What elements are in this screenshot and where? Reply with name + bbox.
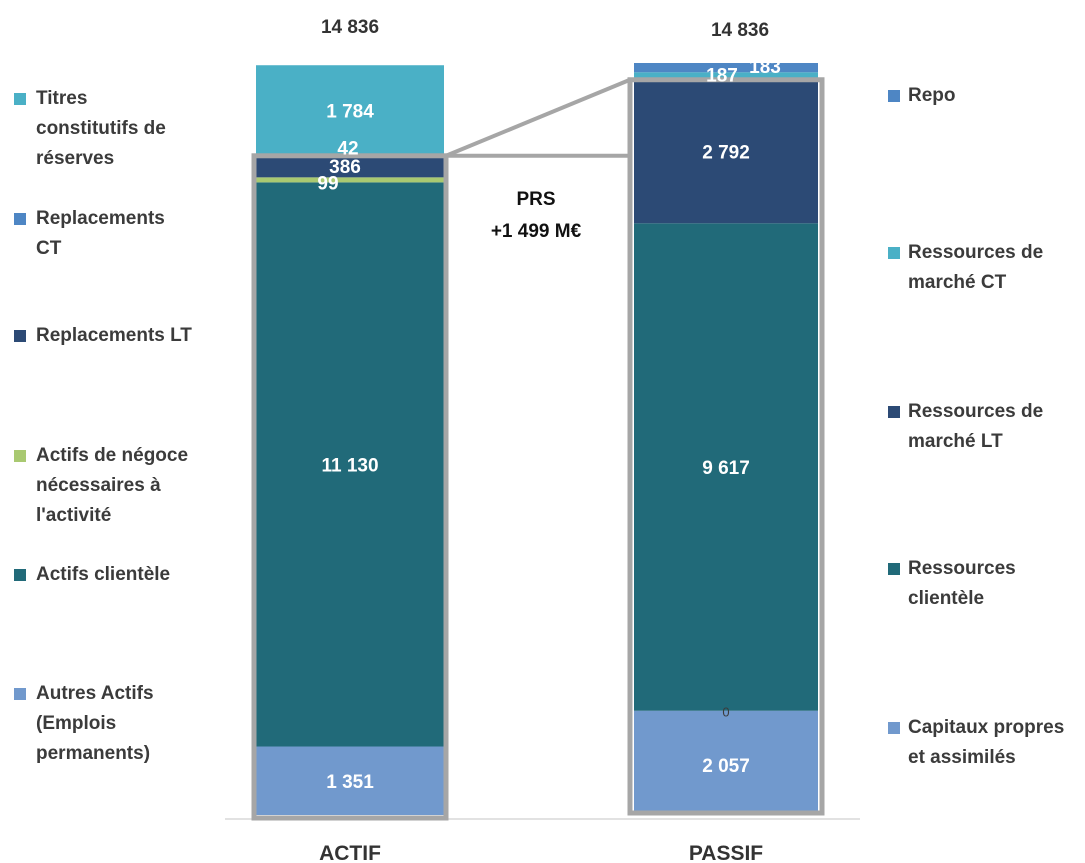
legend-label: Repo — [908, 85, 956, 106]
legend-swatch — [888, 247, 900, 259]
value-label-passif-5: 183 — [749, 57, 781, 78]
annotation-prs: PRS — [516, 189, 555, 210]
legend-swatch — [14, 213, 26, 225]
legend-right-5: Capitaux propres et assimilés — [888, 713, 1064, 773]
total-label-actif: 14 836 — [321, 17, 379, 38]
value-label-actif-2: 99 — [317, 173, 338, 194]
legend-label: Actifs de négoce nécessaires à l'activit… — [36, 445, 189, 526]
legend-swatch — [14, 688, 26, 700]
legend-swatch — [14, 330, 26, 342]
bar-segment-passif-0 — [634, 710, 818, 815]
bar-segment-actif-1 — [256, 182, 444, 747]
legend-right-2: Ressources de marché CT — [888, 238, 1043, 298]
total-label-passif: 14 836 — [711, 20, 769, 41]
legend-left-2: Replacements CT — [14, 204, 165, 264]
legend-right-1: Repo — [888, 81, 956, 111]
value-label-passif-2: 9 617 — [702, 458, 750, 479]
legend-label: Autres Actifs (Emplois permanents) — [36, 683, 154, 764]
bar-segment-passif-4 — [634, 72, 818, 82]
legend-left-4: Actifs de négoce nécessaires à l'activit… — [14, 441, 188, 531]
legend-swatch — [888, 90, 900, 102]
legend-swatch — [888, 563, 900, 575]
legend-label: Replacements LT — [36, 325, 192, 346]
connector-top — [445, 77, 631, 158]
category-label-passif: PASSIF — [689, 842, 763, 863]
legend-label: Replacements CT — [36, 208, 165, 259]
legend-left-3: Replacements LT — [14, 321, 192, 351]
legend-swatch — [888, 722, 900, 734]
legend-right-3: Ressources de marché LT — [888, 397, 1043, 457]
value-label-actif-3: 386 — [329, 157, 361, 178]
value-label-actif-4: 42 — [337, 139, 358, 160]
legend-swatch — [14, 569, 26, 581]
legend-label: Actifs clientèle — [36, 564, 171, 585]
annotation-prs-value: +1 499 M€ — [491, 221, 582, 242]
value-label-passif-0: 2 057 — [702, 756, 750, 777]
legend-swatch — [14, 93, 26, 105]
legend-left-6: Autres Actifs (Emplois permanents) — [14, 679, 154, 769]
value-label-actif-1: 11 130 — [321, 455, 378, 476]
legend-label: Capitaux propres et assimilés — [908, 717, 1065, 768]
bar-segment-actif-3 — [256, 157, 444, 178]
legend-right-4: Ressources clientèle — [888, 554, 1016, 614]
value-label-actif-5: 1 784 — [326, 101, 374, 122]
legend-swatch — [14, 450, 26, 462]
legend-label: Titres constitutifs de réserves — [36, 88, 166, 169]
bar-segment-passif-2 — [634, 223, 818, 711]
bar-segment-actif-0 — [256, 746, 444, 815]
legend-label: Ressources de marché CT — [908, 242, 1044, 293]
bar-segment-actif-2 — [256, 177, 444, 183]
legend-left-1: Titres constitutifs de réserves — [14, 84, 166, 174]
bars-layer — [256, 63, 818, 815]
legend-label: Ressources de marché LT — [908, 401, 1044, 452]
bar-segment-passif-5 — [634, 63, 818, 73]
passif-bracket-frame — [627, 77, 825, 816]
bar-segment-actif-5 — [256, 65, 444, 156]
value-label-passif-1: 0 — [722, 705, 729, 720]
value-label-actif-0: 1 351 — [326, 772, 374, 793]
legend-left-5: Actifs clientèle — [14, 560, 170, 590]
category-label-actif: ACTIF — [319, 842, 381, 863]
bar-segment-passif-3 — [634, 81, 818, 224]
frames-layer — [225, 77, 860, 821]
legend-label: Ressources clientèle — [908, 558, 1016, 609]
value-label-passif-3: 2 792 — [702, 143, 750, 164]
value-label-passif-4: 187 — [706, 65, 738, 86]
actif-bracket-frame — [251, 153, 449, 821]
legend-swatch — [888, 406, 900, 418]
